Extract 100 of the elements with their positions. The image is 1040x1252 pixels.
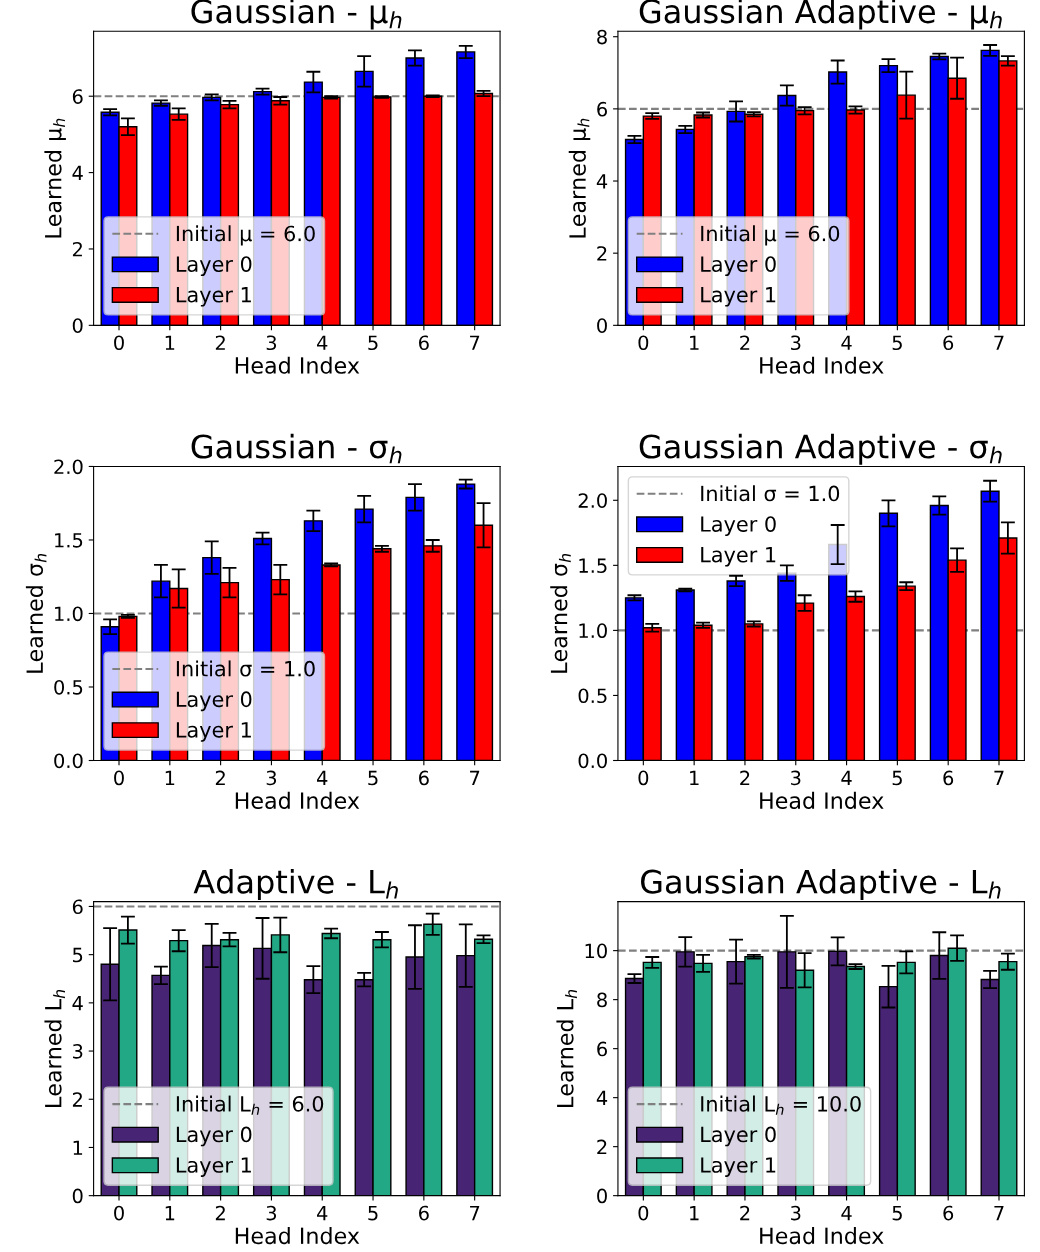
x-tick-label: 0 — [638, 770, 649, 786]
x-tick-label: 2 — [215, 1205, 225, 1221]
x-tick-label: 7 — [994, 335, 1004, 350]
legend-label: Layer 1 — [176, 1157, 251, 1177]
x-tick-label: 1 — [690, 770, 699, 785]
y-tick-label: 6 — [72, 89, 83, 104]
y-tick-label: 6 — [597, 1041, 607, 1057]
legend-label: Initial μ = 6.0 — [176, 225, 315, 246]
x-axis-title: Head Index — [235, 791, 360, 810]
y-tick-label: 4 — [596, 174, 608, 189]
x-tick-label: 4 — [317, 335, 328, 350]
y-axis-title: Learned L$_{h}$ — [556, 989, 577, 1107]
y-tick-label: 1.5 — [55, 533, 83, 548]
x-tick-label: 3 — [791, 770, 801, 786]
x-tick-label: 6 — [943, 335, 954, 351]
x-tick-label: 3 — [791, 335, 801, 351]
x-tick-label: 0 — [114, 335, 124, 351]
y-tick-label: 10 — [585, 943, 607, 959]
legend-label: Layer 0 — [176, 256, 252, 276]
y-tick-label: 2.0 — [54, 459, 83, 475]
y-tick-label: 2.0 — [578, 493, 607, 508]
y-tick-label: 4 — [596, 1090, 608, 1106]
x-tick-label: 5 — [892, 770, 902, 786]
x-tick-label: 3 — [266, 770, 277, 786]
y-tick-label: 0 — [597, 318, 607, 333]
y-tick-label: 0 — [597, 1188, 607, 1204]
y-tick-label: 4 — [72, 996, 83, 1011]
x-tick-label: 4 — [841, 335, 852, 350]
y-tick-label: 1.0 — [55, 606, 83, 622]
legend-label: Initial L$_{h}$ = 6.0 — [176, 1095, 324, 1115]
y-tick-label: 6 — [72, 899, 83, 915]
x-tick-label: 0 — [114, 1205, 124, 1221]
legend-label: Layer 1 — [176, 287, 251, 307]
y-tick-label: 0 — [72, 318, 83, 333]
x-tick-label: 7 — [470, 335, 480, 350]
x-tick-label: 5 — [368, 1205, 378, 1221]
x-axis-title: Head Index — [760, 791, 884, 810]
x-tick-label: 4 — [317, 1205, 328, 1221]
x-tick-label: 2 — [215, 770, 225, 785]
chart-title: Adaptive - L$_{h}$ — [193, 869, 398, 900]
y-tick-label: 1.5 — [579, 558, 607, 574]
y-tick-label: 4 — [72, 165, 83, 180]
x-tick-label: 4 — [841, 770, 852, 785]
y-tick-label: 2 — [72, 1092, 82, 1107]
y-axis-title: Learned σ$_{h}$ — [550, 553, 571, 673]
legend-label: Initial μ = 6.0 — [701, 225, 840, 246]
x-axis-title: Head Index — [235, 356, 360, 374]
x-tick-label: 2 — [740, 770, 750, 785]
x-tick-label: 3 — [791, 1205, 801, 1221]
x-tick-label: 1 — [165, 1205, 175, 1221]
y-tick-label: 1 — [73, 1140, 83, 1155]
y-tick-label: 2 — [597, 1139, 607, 1155]
x-tick-label: 1 — [690, 335, 699, 350]
x-axis-title: Head Index — [235, 1226, 360, 1245]
x-axis-title: Head Index — [760, 1226, 884, 1245]
x-tick-label: 0 — [638, 1205, 649, 1221]
x-tick-label: 7 — [994, 770, 1004, 785]
legend-label: Layer 0 — [701, 256, 776, 276]
y-tick-label: 0.0 — [54, 753, 83, 769]
x-tick-label: 6 — [419, 770, 429, 786]
x-tick-label: 5 — [368, 335, 378, 351]
legend-label: Layer 0 — [701, 1126, 776, 1147]
x-tick-label: 5 — [368, 770, 378, 786]
x-axis-title: Head Index — [760, 356, 884, 374]
legend-label: Layer 0 — [176, 691, 252, 712]
y-axis-title: Learned μ$_{h}$ — [44, 118, 66, 238]
y-tick-label: 5 — [73, 947, 83, 963]
x-tick-label: 6 — [419, 335, 429, 351]
x-tick-label: 3 — [266, 335, 277, 351]
y-tick-label: 8 — [597, 29, 607, 45]
chart-title: Gaussian Adaptive - σ$_{h}$ — [639, 433, 1002, 465]
y-tick-label: 1.0 — [579, 623, 607, 639]
x-tick-label: 0 — [114, 770, 124, 786]
x-tick-label: 1 — [165, 770, 175, 785]
legend-label: Initial σ = 1.0 — [176, 660, 315, 677]
x-tick-label: 5 — [892, 1205, 902, 1221]
legend-label: Layer 1 — [701, 287, 776, 307]
legend-label: Layer 0 — [701, 516, 776, 536]
x-tick-label: 5 — [892, 335, 902, 351]
x-tick-label: 6 — [943, 770, 954, 786]
legend-label: Layer 1 — [176, 722, 251, 742]
chart-title: Gaussian - σ$_{h}$ — [191, 433, 402, 464]
legend-label: Initial L$_{h}$ = 10.0 — [701, 1095, 861, 1115]
y-tick-label: 3 — [72, 1044, 83, 1059]
x-tick-label: 7 — [994, 1205, 1004, 1221]
y-tick-label: 0.5 — [54, 679, 83, 695]
x-tick-label: 2 — [740, 335, 750, 350]
x-tick-label: 1 — [690, 1205, 699, 1221]
x-tick-label: 7 — [470, 1205, 480, 1221]
x-tick-label: 6 — [419, 1205, 429, 1221]
x-tick-label: 1 — [165, 335, 175, 350]
x-tick-label: 0 — [638, 335, 649, 351]
y-tick-label: 8 — [597, 992, 607, 1008]
y-tick-label: 6 — [597, 101, 607, 117]
x-tick-label: 6 — [943, 1205, 954, 1221]
legend-label: Layer 1 — [701, 547, 776, 567]
x-tick-label: 7 — [470, 770, 480, 785]
legend-label: Initial σ = 1.0 — [701, 485, 840, 502]
y-tick-label: 2 — [72, 241, 82, 257]
x-tick-label: 4 — [317, 770, 328, 785]
